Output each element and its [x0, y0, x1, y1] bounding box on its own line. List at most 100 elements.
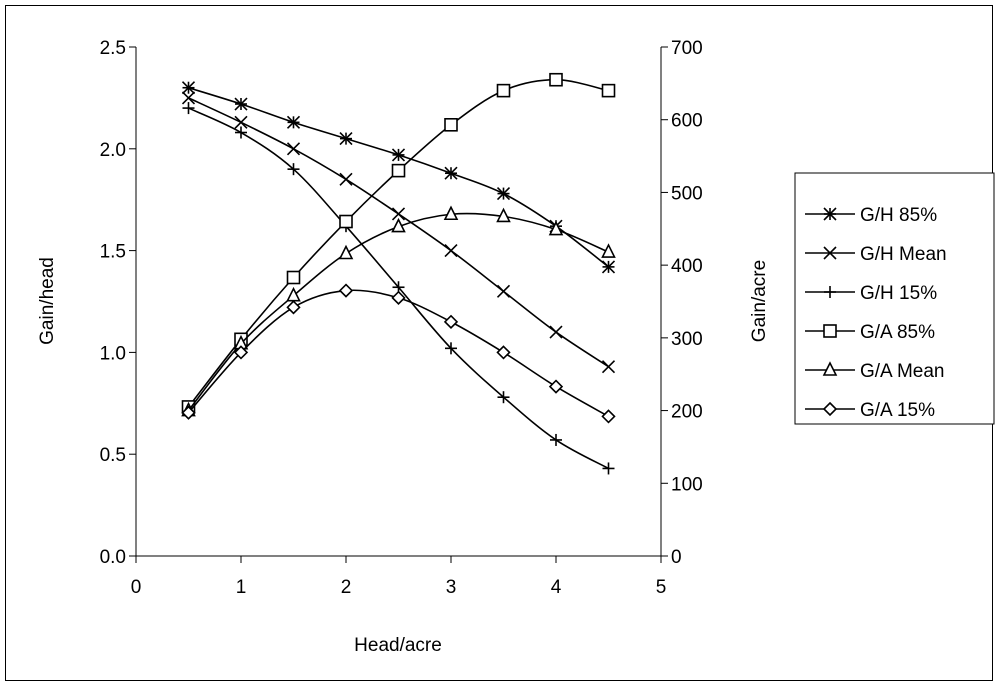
series-g-h-85-point: [286, 115, 301, 129]
series-g-h-mean-point: [444, 244, 458, 258]
series-g-h-15-point: [287, 163, 300, 176]
series-g-h-mean-point: [549, 325, 563, 339]
series-g-a-85-point: [391, 163, 406, 178]
series-g-a-85-point: [601, 83, 616, 98]
legend-label: G/H 15%: [860, 283, 937, 304]
legend-marker: [822, 401, 838, 417]
legend-item-g-a-mean: G/A Mean: [805, 361, 945, 382]
series-g-h-85-point: [391, 148, 406, 162]
y-tick-label-right: 400: [671, 256, 703, 277]
series-g-a-15-point: [601, 409, 616, 424]
legend-label: G/A 85%: [860, 322, 935, 343]
series-g-a-85-point: [444, 118, 458, 132]
series-g-h-mean-point: [234, 115, 248, 129]
series-g-h-15-point: [235, 126, 247, 139]
x-tick-label: 3: [446, 577, 457, 598]
legend-label: G/A Mean: [860, 361, 945, 382]
legend-item-g-a-85: G/A 85%: [805, 322, 935, 343]
legend-label: G/A 15%: [860, 400, 935, 421]
series-g-h-15-point: [497, 391, 510, 404]
y-tick-label-right: 100: [671, 474, 703, 495]
series-g-a-15-point: [181, 405, 196, 420]
legend-label: G/H Mean: [860, 244, 947, 265]
y-tick-label-right: 500: [671, 183, 703, 204]
series-g-a-15-line: [187, 289, 609, 418]
legend: G/H 85% G/H Mean G/H 15% G/A 85% G/A Mean G/A…: [794, 172, 995, 425]
series-g-a-85-point: [549, 72, 563, 87]
series-g-h-85-point: [444, 166, 458, 180]
legend-marker: [823, 324, 837, 338]
y-axis-title-right: Gain/acre: [749, 260, 770, 342]
series-layer: [181, 72, 616, 475]
series-g-a-mean-point: [601, 243, 616, 258]
series-g-h-85-point: [601, 260, 616, 274]
y-tick-label-right: 300: [671, 329, 703, 350]
y-tick-label-right: 200: [671, 402, 703, 423]
series-g-h-85-point: [496, 187, 511, 201]
series-g-h-15-point: [550, 433, 562, 446]
series-g-a-15: [181, 283, 616, 424]
x-tick-label: 4: [551, 577, 562, 598]
series-g-a-15-point: [443, 314, 459, 329]
y-tick-label-right: 700: [671, 38, 703, 59]
series-g-h-15-point: [602, 462, 615, 475]
series-g-h-mean-point: [339, 172, 353, 186]
series-g-a-85-line: [187, 78, 609, 408]
legend-marker: [822, 361, 838, 376]
series-g-a-15-point: [286, 300, 301, 315]
legend-item-g-h-mean: G/H Mean: [805, 244, 947, 265]
legend-marker: [824, 286, 836, 298]
series-g-h-85-point: [234, 97, 248, 111]
series-g-h-85-point: [181, 81, 196, 95]
series-g-a-15-point: [233, 345, 249, 360]
series-g-h-mean-point: [181, 91, 196, 105]
series-g-h-15-point: [445, 342, 457, 355]
series-g-h-mean-point: [496, 284, 511, 298]
y-tick-label-left: 0.5: [100, 445, 126, 466]
x-tick-label: 5: [656, 577, 667, 598]
legend-label: G/H 85%: [860, 205, 937, 226]
series-g-a-mean-point: [391, 217, 406, 233]
y-tick-label-right: 0: [671, 547, 682, 568]
y-tick-label-left: 2.0: [100, 140, 126, 161]
series-g-a-15-point: [391, 290, 406, 305]
series-g-a-85-point: [286, 270, 301, 285]
series-g-h-15-point: [182, 102, 195, 115]
y-tick-label-right: 600: [671, 111, 703, 132]
x-axis-title: Head/acre: [354, 635, 442, 656]
y-tick-label-left: 1.0: [100, 343, 126, 364]
series-g-a-15-point: [496, 345, 511, 360]
y-tick-label-left: 0.0: [100, 547, 126, 568]
y-tick-label-left: 2.5: [100, 38, 126, 59]
series-g-h-mean-point: [601, 360, 616, 374]
series-g-a-mean-line: [187, 212, 609, 412]
ticks: 0 1 2 3 4 5 0.0 0.5 1.0 1.5 2.0 2.5 0 100 200 300 400 500…: [100, 38, 703, 598]
axes: [135, 47, 662, 557]
series-g-h-mean-point: [391, 207, 406, 221]
y-axis-title-left: Gain/head: [37, 257, 58, 345]
x-tick-label: 1: [236, 577, 247, 598]
series-g-h-85: [181, 81, 616, 274]
legend-item-g-h-15: G/H 15%: [805, 283, 937, 304]
series-g-a-mean: [181, 205, 616, 417]
series-g-h-mean: [181, 91, 616, 374]
series-g-h-mean-point: [286, 142, 301, 156]
series-g-a-85-point: [339, 214, 353, 229]
legend-marker: [823, 207, 837, 221]
series-g-a-mean-point: [443, 205, 459, 221]
y-tick-label-left: 1.5: [100, 242, 126, 263]
series-g-a-mean-point: [548, 220, 564, 236]
legend-item-g-h-85: G/H 85%: [805, 205, 937, 226]
series-g-a-15-point: [338, 283, 354, 298]
x-tick-label: 2: [341, 577, 352, 598]
legend-item-g-a-15: G/A 15%: [805, 400, 935, 421]
legend-marker: [823, 246, 837, 260]
series-g-a-15-point: [548, 379, 564, 394]
series-g-a-85-point: [496, 83, 511, 98]
x-tick-label: 0: [131, 577, 142, 598]
series-g-a-mean-point: [338, 244, 354, 260]
series-g-h-85-point: [339, 132, 353, 146]
series-g-a-mean-point: [496, 207, 511, 223]
series-g-a-mean-point: [286, 286, 301, 302]
